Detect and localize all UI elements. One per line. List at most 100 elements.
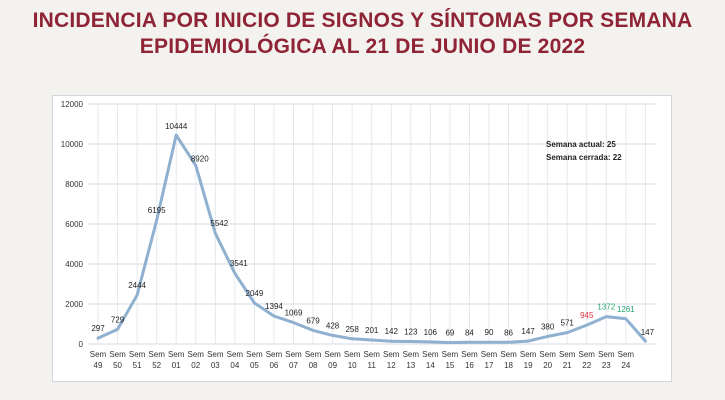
x-tick-label-bottom: 16: [465, 361, 474, 370]
data-label: 380: [541, 322, 555, 331]
data-label: 1372: [597, 303, 615, 312]
x-tick-label-top: Sem: [539, 350, 556, 359]
x-tick-label-bottom: 03: [211, 361, 220, 370]
x-tick-label-top: Sem: [305, 350, 322, 359]
data-label: 6195: [148, 206, 166, 215]
data-label: 5542: [210, 219, 228, 228]
x-tick-label-bottom: 17: [485, 361, 494, 370]
y-tick-label: 6000: [65, 220, 83, 229]
x-tick-label-top: Sem: [168, 350, 185, 359]
x-tick-label-top: Sem: [207, 350, 224, 359]
data-label: 8920: [191, 155, 209, 164]
x-tick-label-top: Sem: [442, 350, 459, 359]
x-tick-label-bottom: 10: [348, 361, 357, 370]
x-tick-label-top: Sem: [618, 350, 635, 359]
x-tick-label-bottom: 02: [191, 361, 200, 370]
x-tick-label-top: Sem: [148, 350, 165, 359]
chart-frame: [52, 95, 672, 382]
data-label: 90: [485, 328, 494, 337]
x-tick-label-bottom: 06: [269, 361, 278, 370]
data-label: 69: [445, 329, 454, 338]
data-labels: 2977292444619510444892055423541204913941…: [91, 122, 654, 338]
x-tick-label-bottom: 52: [152, 361, 161, 370]
x-tick-label-bottom: 07: [289, 361, 298, 370]
x-tick-label-top: Sem: [246, 350, 263, 359]
data-label: 1261: [617, 305, 635, 314]
x-tick-label-bottom: 04: [230, 361, 239, 370]
x-tick-label-top: Sem: [579, 350, 596, 359]
x-tick-label-bottom: 24: [621, 361, 630, 370]
y-axis: 0 2000 4000 6000 8000 10000 12000: [61, 100, 84, 349]
x-tick-label-bottom: 14: [426, 361, 435, 370]
y-tick-label: 8000: [65, 180, 83, 189]
x-tick-label-bottom: 18: [504, 361, 513, 370]
x-tick-label-bottom: 50: [113, 361, 122, 370]
x-axis: Sem 49 Sem 50 Sem 51 Sem 52 Sem 01 Sem 02 Sem 03 Sem 04…: [90, 350, 635, 370]
data-label: 147: [641, 328, 655, 337]
x-tick-label-bottom: 13: [406, 361, 415, 370]
data-label: 201: [365, 326, 379, 335]
x-tick-label-bottom: 51: [133, 361, 142, 370]
x-tick-label-bottom: 01: [172, 361, 181, 370]
x-tick-label-top: Sem: [285, 350, 302, 359]
title-line-2: EPIDEMIOLÓGICA AL 21 DE JUNIO DE 2022: [139, 35, 586, 58]
data-label: 1394: [265, 302, 283, 311]
x-tick-label-bottom: 05: [250, 361, 259, 370]
x-tick-label-top: Sem: [500, 350, 517, 359]
x-tick-label-top: Sem: [109, 350, 126, 359]
data-label: 86: [504, 328, 513, 337]
x-tick-label-top: Sem: [90, 350, 107, 359]
x-tick-label-top: Sem: [344, 350, 361, 359]
x-tick-label-bottom: 49: [94, 361, 103, 370]
x-tick-label-top: Sem: [266, 350, 283, 359]
data-label: 142: [385, 327, 399, 336]
x-tick-label-bottom: 08: [309, 361, 318, 370]
data-label: 84: [465, 328, 474, 337]
x-tick-label-top: Sem: [481, 350, 498, 359]
x-tick-label-bottom: 11: [368, 361, 377, 370]
x-tick-label-top: Sem: [188, 350, 205, 359]
page-title: INCIDENCIA POR INICIO DE SIGNOS Y SÍNTOM…: [0, 8, 725, 60]
y-tick-label: 2000: [65, 300, 83, 309]
x-tick-label-top: Sem: [559, 350, 576, 359]
x-tick-label-top: Sem: [520, 350, 537, 359]
x-tick-label-bottom: 22: [582, 361, 591, 370]
data-label: 147: [521, 327, 535, 336]
series-line: [96, 133, 647, 345]
x-tick-label-top: Sem: [403, 350, 420, 359]
x-tick-label-bottom: 21: [563, 361, 572, 370]
closed-week-note: Semana cerrada: 22: [546, 153, 622, 162]
data-label: 258: [345, 325, 359, 334]
y-tick-label: 10000: [61, 140, 84, 149]
x-tick-label-top: Sem: [324, 350, 341, 359]
x-tick-label-top: Sem: [461, 350, 478, 359]
x-tick-label-top: Sem: [383, 350, 400, 359]
x-tick-label-bottom: 19: [524, 361, 533, 370]
data-label: 945: [580, 311, 594, 320]
data-label: 123: [404, 328, 418, 337]
x-tick-label-top: Sem: [227, 350, 244, 359]
y-tick-label: 0: [79, 340, 84, 349]
data-label: 428: [326, 321, 340, 330]
data-label: 3541: [230, 259, 248, 268]
data-label: 679: [306, 316, 320, 325]
data-label: 729: [111, 315, 125, 324]
data-label: 297: [91, 324, 105, 333]
y-tick-label: 4000: [65, 260, 83, 269]
data-label: 571: [561, 319, 575, 328]
data-label: 10444: [165, 122, 188, 131]
x-tick-label-bottom: 23: [602, 361, 611, 370]
x-tick-label-top: Sem: [422, 350, 439, 359]
x-tick-label-bottom: 15: [445, 361, 454, 370]
data-label: 106: [424, 328, 438, 337]
title-line-1: INCIDENCIA POR INICIO DE SIGNOS Y SÍNTOM…: [32, 9, 693, 32]
x-tick-label-top: Sem: [598, 350, 615, 359]
x-tick-label-bottom: 09: [328, 361, 337, 370]
y-tick-label: 12000: [61, 100, 84, 109]
data-label: 1069: [285, 309, 303, 318]
current-week-note: Semana actual: 25: [546, 140, 616, 149]
x-tick-label-top: Sem: [129, 350, 146, 359]
x-tick-label-bottom: 20: [543, 361, 552, 370]
data-label: 2049: [246, 289, 264, 298]
